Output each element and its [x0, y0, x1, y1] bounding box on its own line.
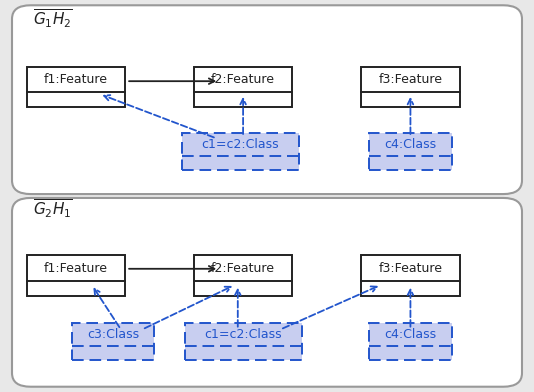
Text: f2:Feature: f2:Feature [211, 261, 275, 274]
Text: f1:Feature: f1:Feature [44, 73, 108, 86]
Bar [72, 323, 154, 361]
Bar [369, 323, 452, 361]
Bar [194, 67, 292, 107]
Text: f3:Feature: f3:Feature [379, 73, 443, 86]
Bar [369, 133, 452, 170]
Text: c4:Class: c4:Class [384, 328, 436, 341]
Bar [185, 323, 302, 361]
Text: c1=c2:Class: c1=c2:Class [202, 138, 279, 151]
Bar [27, 255, 125, 296]
Text: f3:Feature: f3:Feature [379, 261, 443, 274]
Bar [27, 67, 125, 107]
Text: $\overline{G_2H_1}$: $\overline{G_2H_1}$ [33, 197, 73, 220]
Bar [182, 133, 299, 170]
Bar [362, 67, 460, 107]
Bar [194, 255, 292, 296]
Text: f2:Feature: f2:Feature [211, 73, 275, 86]
FancyBboxPatch shape [12, 5, 522, 194]
Text: c3:Class: c3:Class [87, 328, 139, 341]
FancyBboxPatch shape [12, 198, 522, 387]
Text: c4:Class: c4:Class [384, 138, 436, 151]
Text: f1:Feature: f1:Feature [44, 261, 108, 274]
Text: $\overline{G_1H_2}$: $\overline{G_1H_2}$ [33, 7, 73, 30]
Bar [362, 255, 460, 296]
Text: c1=c2:Class: c1=c2:Class [205, 328, 282, 341]
